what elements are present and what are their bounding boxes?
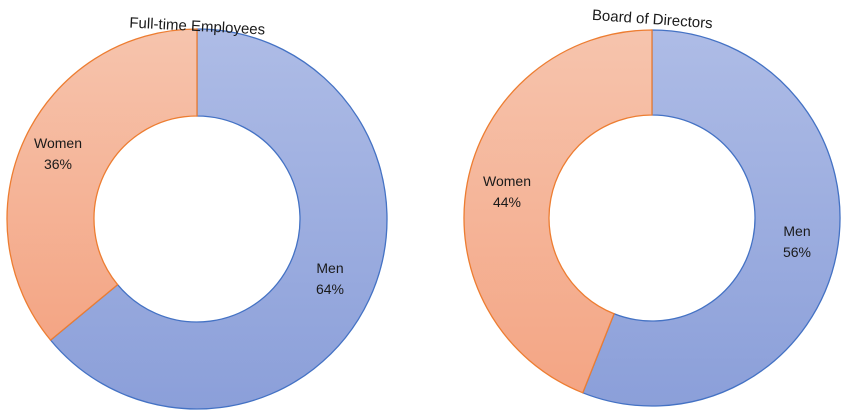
slice-name-label-men: Men xyxy=(783,223,810,239)
slice-name-label-men: Men xyxy=(316,260,343,276)
donut-slice-men xyxy=(581,29,841,407)
donut-slice-women xyxy=(463,29,653,394)
donut-svg-board-of-directors: Men 56% Women 44% Board of Directors xyxy=(463,7,841,407)
slice-name-label-women: Women xyxy=(483,173,531,189)
slice-name-label-women: Women xyxy=(34,135,82,151)
slice-value-label-women: 36% xyxy=(44,156,72,172)
donut-slice-women xyxy=(6,28,198,342)
donut-slice-men xyxy=(49,28,388,410)
donut-chart-board-of-directors: Men 56% Women 44% Board of Directors xyxy=(453,0,853,418)
slice-value-label-men: 56% xyxy=(783,244,811,260)
slice-value-label-men: 64% xyxy=(316,281,344,297)
chart-title: Board of Directors xyxy=(591,7,713,32)
donut-chart-full-time-employees: Men 64% Women 36% Full-time Employees xyxy=(0,0,400,418)
slice-value-label-women: 44% xyxy=(493,194,521,210)
